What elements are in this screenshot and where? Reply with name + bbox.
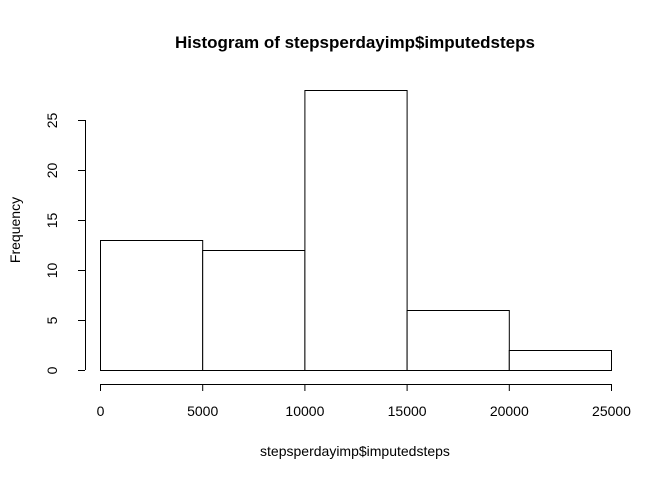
x-tick-label-2: 10000 xyxy=(285,403,324,419)
histogram-bars xyxy=(100,90,612,371)
y-tick-label-4: 20 xyxy=(44,163,60,179)
y-tick-label-5: 25 xyxy=(44,113,60,129)
x-tick-label-4: 20000 xyxy=(490,403,529,419)
x-tick-label-5: 25000 xyxy=(592,403,631,419)
histogram-bar-3 xyxy=(406,310,510,371)
x-axis: 0 5000 10000 15000 20000 25000 xyxy=(97,384,631,419)
histogram-bar-1 xyxy=(202,250,306,371)
histogram-bar-2 xyxy=(304,90,408,371)
y-tick-label-3: 15 xyxy=(44,213,60,229)
histogram-bar-4 xyxy=(508,350,612,371)
y-tick-label-0: 0 xyxy=(44,366,60,374)
x-tick-label-3: 15000 xyxy=(388,403,427,419)
y-axis: 0 5 10 15 20 25 xyxy=(44,113,86,374)
chart-title: Histogram of stepsperdayimp$imputedsteps xyxy=(175,33,535,52)
x-tick-label-0: 0 xyxy=(97,403,105,419)
x-tick-label-1: 5000 xyxy=(187,403,218,419)
histogram-bar-0 xyxy=(100,240,204,371)
y-tick-label-1: 5 xyxy=(44,316,60,324)
x-axis-label: stepsperdayimp$imputedsteps xyxy=(260,443,450,459)
y-axis-label: Frequency xyxy=(7,197,23,263)
y-tick-label-2: 10 xyxy=(44,263,60,279)
